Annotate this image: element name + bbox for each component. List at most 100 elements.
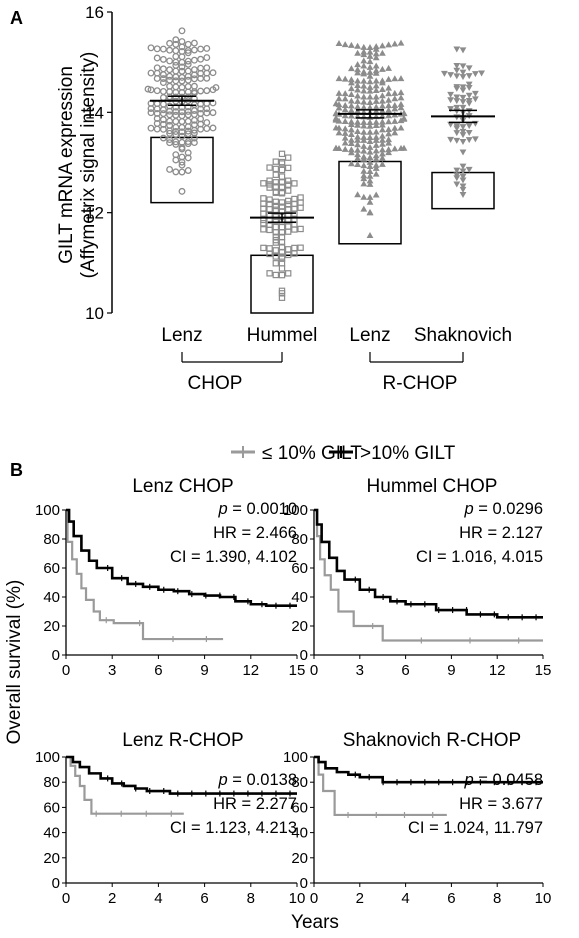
data-point-lenz-chop: [153, 45, 161, 53]
data-point-lenz-chop: [172, 40, 180, 48]
data-point-lenz-chop: [159, 87, 167, 95]
km-xtick-label: 4: [154, 890, 162, 907]
data-point-lenz-rchop: [360, 153, 368, 160]
data-point-shaknovich-rchop: [465, 123, 473, 130]
data-point-lenz-rchop: [385, 126, 392, 133]
data-point-hummel-chop: [278, 179, 286, 186]
data-point-hummel-chop: [285, 228, 292, 235]
data-point-lenz-rchop: [360, 87, 368, 94]
km-xtick-label: 3: [108, 662, 116, 679]
data-point-lenz-rchop: [372, 67, 380, 74]
data-point-lenz-rchop: [372, 82, 380, 89]
data-point-lenz-rchop: [341, 112, 349, 119]
data-point-lenz-rchop: [360, 133, 368, 140]
data-point-lenz-rchop: [348, 65, 355, 72]
km-ytick-label: 60: [43, 560, 60, 577]
data-point-lenz-chop: [153, 87, 161, 95]
data-point-lenz-rchop: [366, 122, 374, 129]
data-point-lenz-rchop: [372, 118, 380, 125]
data-point-shaknovich-rchop: [459, 87, 467, 94]
data-point-hummel-chop: [278, 158, 286, 166]
data-point-lenz-rchop: [354, 42, 361, 49]
km-curve-high-gilt: [314, 755, 543, 784]
data-point-lenz-rchop: [354, 61, 361, 68]
data-point-lenz-chop: [184, 138, 192, 146]
data-point-lenz-rchop: [379, 102, 386, 109]
data-point-lenz-chop: [172, 140, 180, 148]
data-point-lenz-chop: [147, 109, 155, 117]
data-point-lenz-rchop: [385, 149, 392, 156]
data-point-lenz-rchop: [354, 133, 361, 140]
km-stat-text: p = 0.0296: [464, 500, 543, 518]
data-point-lenz-chop: [159, 120, 167, 128]
data-point-shaknovich-rchop: [472, 96, 479, 103]
km-curve-low-gilt: [314, 508, 543, 642]
data-point-shaknovich-rchop: [453, 98, 461, 105]
data-point-hummel-chop: [285, 197, 292, 205]
data-point-lenz-rchop: [366, 158, 374, 165]
km-curve-low-gilt: [314, 755, 447, 817]
data-point-shaknovich-rchop: [459, 63, 467, 70]
data-point-shaknovich-rchop: [465, 166, 473, 173]
data-point-shaknovich-rchop: [453, 46, 461, 53]
data-point-lenz-chop: [190, 66, 198, 74]
data-point-lenz-rchop: [341, 117, 349, 124]
km-ytick-label: 60: [291, 799, 308, 816]
data-point-lenz-rchop: [372, 103, 380, 110]
data-point-lenz-rchop: [341, 75, 349, 82]
data-point-lenz-rchop: [354, 49, 361, 56]
km-xtick-label: 6: [401, 662, 409, 679]
group-label-chop: CHOP: [188, 373, 243, 394]
data-point-lenz-rchop: [385, 130, 392, 137]
data-point-lenz-rchop: [391, 129, 399, 136]
data-point-lenz-rchop: [366, 198, 374, 205]
data-point-lenz-rchop: [348, 91, 355, 98]
km-stat-text: p = 0.0458: [464, 771, 543, 789]
data-point-lenz-rchop: [379, 107, 386, 114]
data-point-lenz-rchop: [366, 148, 374, 155]
data-point-lenz-chop: [159, 55, 167, 63]
data-point-hummel-chop: [278, 166, 286, 174]
km-ytick-label: 0: [300, 875, 308, 892]
data-point-lenz-rchop: [354, 141, 361, 148]
data-point-hummel-chop: [272, 179, 280, 186]
data-point-lenz-chop: [159, 45, 167, 53]
data-point-lenz-rchop: [332, 100, 340, 107]
data-point-lenz-rchop: [400, 109, 408, 116]
data-point-hummel-chop: [272, 202, 280, 210]
km-stat-text: p = 0.0010: [218, 500, 297, 518]
data-point-hummel-chop: [285, 177, 292, 184]
legend-high-label: >10% GILT: [360, 443, 456, 464]
km-ytick-label: 0: [52, 875, 60, 892]
data-point-lenz-rchop: [341, 102, 349, 109]
km-xtick-label: 10: [289, 890, 306, 907]
data-point-lenz-chop: [190, 129, 198, 137]
data-point-hummel-chop: [266, 181, 273, 188]
km-plot-2: Hummel CHOP 0 20 40 60 80 100 0 3 6 9 12 15 p = 0.029…: [283, 476, 551, 679]
km-ytick-label: 80: [43, 531, 60, 548]
data-point-hummel-chop: [260, 195, 267, 202]
data-point-lenz-rchop: [372, 161, 380, 168]
data-point-hummel-chop: [266, 196, 273, 203]
panel-a-ylabel-line2: (Affymetrix signal intensity): [78, 52, 99, 279]
data-point-lenz-rchop: [360, 118, 368, 125]
km-xtick-label: 8: [247, 890, 255, 907]
data-point-lenz-rchop: [385, 96, 392, 103]
data-point-hummel-chop: [266, 184, 273, 191]
data-point-lenz-rchop: [360, 57, 368, 64]
data-point-lenz-rchop: [391, 75, 399, 82]
data-point-lenz-chop: [166, 111, 174, 119]
data-point-lenz-rchop: [354, 86, 361, 93]
data-point-shaknovich-rchop: [447, 91, 454, 98]
km-ytick-label: 0: [52, 647, 60, 664]
panel-a-label: A: [10, 8, 23, 28]
km-curve-low-gilt: [66, 755, 184, 815]
km-ytick-label: 80: [43, 774, 60, 791]
data-point-hummel-chop: [272, 253, 280, 260]
km-plot-title: Shaknovich R-CHOP: [343, 730, 521, 751]
km-ytick-label: 100: [35, 502, 60, 519]
km-plot-1: Lenz CHOP 0 20 40 60 80 100 0 3 6 9 12 15 p = 0.0010 H…: [35, 476, 305, 679]
data-point-hummel-chop: [272, 158, 280, 165]
data-point-hummel-chop: [297, 194, 304, 201]
data-point-shaknovich-rchop: [447, 121, 454, 128]
